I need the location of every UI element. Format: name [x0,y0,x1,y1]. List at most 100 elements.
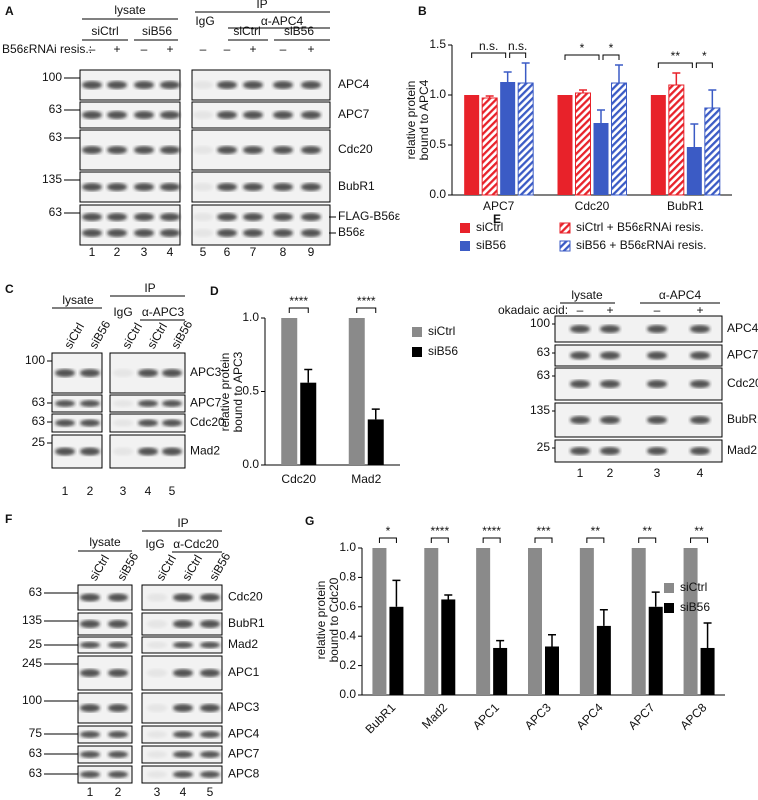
band [108,751,128,758]
band [82,146,102,154]
significance-bracket [657,62,693,68]
band [273,183,293,191]
mw-marker: 25 [29,637,43,651]
bar [500,82,516,195]
band [200,704,220,712]
band [200,593,220,602]
mw-marker: 75 [29,726,43,740]
blot-strip [77,612,133,636]
error-bar [503,71,512,82]
band [134,229,154,237]
band [273,111,293,119]
treatment-sign: – [141,42,148,56]
band [147,593,167,602]
label: α-APC4 [261,14,304,28]
lane-number: 1 [577,466,584,480]
band [600,380,620,388]
bar [481,97,498,196]
x-tick-label: Mad2 [419,700,450,731]
band [107,213,127,221]
lane-number: 2 [114,245,121,259]
band [138,400,158,407]
mw-marker: 63 [49,102,63,116]
mw-marker: 63 [29,746,43,760]
band [217,111,237,119]
treatment-sign: + [696,303,703,317]
panel-label: A [5,4,14,18]
lane-number: 1 [89,245,96,259]
error-bar [521,62,530,83]
protein-label: Cdc20 [727,376,758,390]
band [55,400,75,407]
treatment-sign: – [89,42,96,56]
treatment-sign: – [577,303,584,317]
y-axis-label: relative protein [404,81,418,160]
band [690,416,710,424]
protein-label: BubR1 [228,616,265,630]
band [690,325,710,333]
band [80,419,100,427]
bar [372,548,387,695]
mw-marker: 135 [22,613,42,627]
protein-label: B56ε [338,225,365,239]
lane-label: siB56 [206,550,233,583]
x-tick-label: APC7 [483,199,515,213]
x-tick-label: Cdc20 [281,472,316,486]
bar [493,647,508,695]
error-bar [703,622,712,648]
band [55,419,75,427]
bar [476,548,491,695]
band [82,229,102,237]
band [147,731,167,738]
significance-label: ** [671,49,681,63]
lane-label: siCtrl [179,552,205,583]
error-bar [690,123,699,147]
band [82,81,102,89]
band [108,641,128,649]
band [162,369,182,377]
band [301,229,321,237]
band [647,380,667,388]
treatment-sign: – [654,303,661,317]
lane-number: 1 [87,785,94,799]
band [55,447,75,456]
band [80,593,100,602]
y-axis-label: bound to Cdc20 [327,577,341,662]
label: IgG [113,305,132,319]
band [301,146,321,154]
error-bar [548,633,556,647]
lane-number: 5 [207,785,214,799]
band [243,111,263,119]
lane-label: siB56 [168,318,195,351]
lane-label: siCtrl [119,320,145,351]
band [273,81,293,89]
bar [575,92,591,196]
band [80,400,100,407]
treatment-sign: + [606,303,613,317]
band [647,447,667,455]
blot-strip [51,413,103,433]
treatment-sign: – [224,42,231,56]
band [570,380,590,388]
significance-bracket [482,537,501,543]
significance-label: * [702,49,707,63]
protein-label: FLAG-B56ε [338,209,401,223]
band [600,447,620,455]
band [108,593,128,602]
panel-label: F [5,512,12,526]
bar [348,318,365,465]
x-tick-label: APC3 [522,700,554,732]
protein-label: Cdc20 [228,590,263,604]
band [80,641,100,649]
band [217,183,237,191]
panel-label: E [493,212,501,226]
band [690,380,710,388]
bar [528,548,542,695]
label: lysate [114,3,146,17]
bar [557,95,573,195]
bar [631,548,646,695]
lane-number: 4 [167,245,174,259]
label: siCtrl [91,24,118,38]
band [570,447,590,455]
protein-label: Mad2 [190,444,220,458]
